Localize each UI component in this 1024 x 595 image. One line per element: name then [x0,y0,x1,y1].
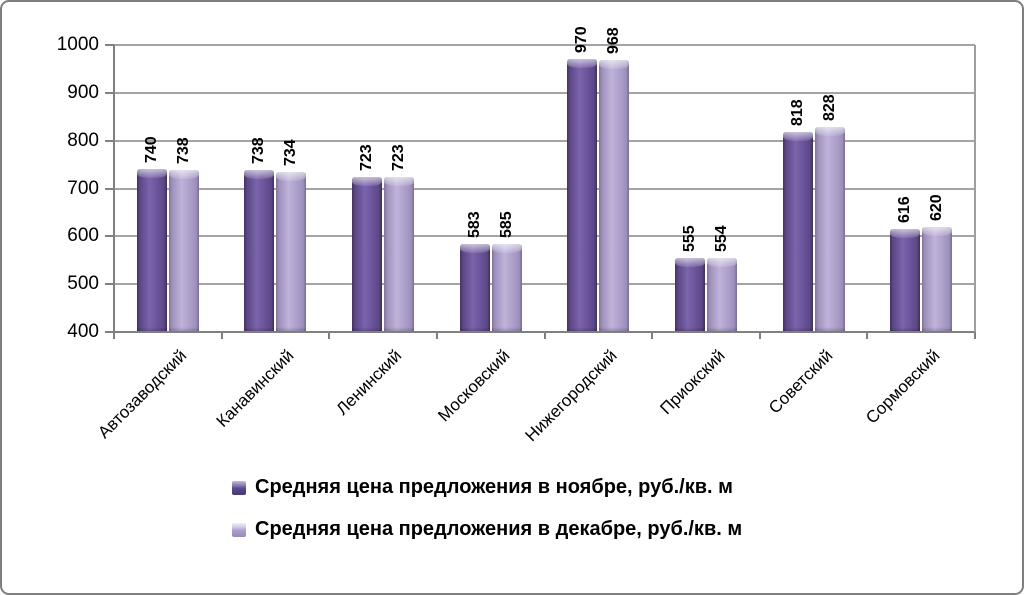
bar-value-label: 734 [282,139,300,167]
y-tick-label: 500 [67,273,99,295]
x-axis-label: Автозаводский [94,346,191,443]
bar-value-label: 585 [497,210,515,238]
x-axis-label: Советский [764,346,836,418]
x-axis-label: Приокский [656,346,729,419]
bar [922,226,953,333]
gridline [114,187,975,190]
bar [384,177,415,332]
bar-value-label: 968 [605,27,623,55]
x-tick-mark [758,332,761,339]
y-tick-label: 800 [67,129,99,151]
bar-value-label: 555 [680,225,698,252]
bar [459,244,490,332]
bar-value-label: 738 [174,137,192,165]
x-tick-mark [866,332,869,339]
gridline [114,235,975,238]
chart-legend: Средняя цена предложения в ноябре, руб./… [2,476,1022,541]
bar [782,132,813,332]
bar [814,127,845,332]
y-tick-mark [105,44,114,46]
bar-value-label: 583 [465,211,483,239]
legend-label: Средняя цена предложения в декабре, руб.… [255,518,743,540]
bar [136,169,167,332]
bar [168,170,199,332]
y-tick-mark [105,91,114,94]
gridline [114,283,975,286]
y-tick-label: 900 [67,81,99,103]
y-axis-line [113,45,115,339]
bar [599,60,630,332]
x-tick-mark [543,332,546,339]
bar-value-label: 620 [928,194,946,221]
x-axis-label: Ленинский [332,346,406,419]
y-tick-label: 700 [67,177,99,199]
x-axis-label: Нижегородский [521,346,621,446]
y-tick-mark [105,139,114,142]
bar-value-label: 740 [142,136,160,164]
bar-value-label: 723 [390,144,408,172]
legend-swatch [232,480,246,495]
y-tick-mark [105,331,114,333]
x-axis-label: Сормовский [862,346,944,428]
bar [567,59,598,332]
bar [890,228,921,333]
x-tick-mark [328,332,331,339]
legend-item: Средняя цена предложения в ноябре, руб./… [232,476,792,499]
gridline [114,91,975,94]
y-tick-label: 1000 [56,34,99,55]
y-tick-mark [105,187,114,190]
y-tick-mark [105,283,114,286]
bar [352,177,383,332]
bar-value-label: 616 [896,195,914,223]
legend-swatch [232,522,246,537]
legend-label: Средняя цена предложения в ноябре, руб./… [255,476,733,498]
bar-value-label: 970 [573,26,591,54]
gridline [114,139,975,142]
plot-right-border [974,45,976,332]
bar-value-label: 818 [788,99,806,127]
gridline [114,44,975,46]
bar-value-label: 723 [358,144,376,172]
x-tick-mark [220,332,223,339]
x-tick-mark [651,332,654,339]
bar [706,258,737,332]
y-tick-label: 400 [67,321,99,342]
bar-value-label: 828 [820,94,838,122]
x-axis-label: Канавинский [212,346,298,431]
bar [674,257,705,333]
x-tick-mark [435,332,438,339]
bar [244,170,275,332]
bar-value-label: 554 [712,225,730,253]
legend-item: Средняя цена предложения в декабре, руб.… [232,518,792,541]
y-tick-label: 600 [67,225,99,247]
x-tick-mark [113,332,115,339]
bar-value-label: 738 [250,137,268,165]
x-axis-label: Московский [433,346,514,426]
bar [491,243,522,333]
y-tick-mark [105,235,114,238]
bar [276,172,307,332]
x-tick-mark [974,332,976,339]
